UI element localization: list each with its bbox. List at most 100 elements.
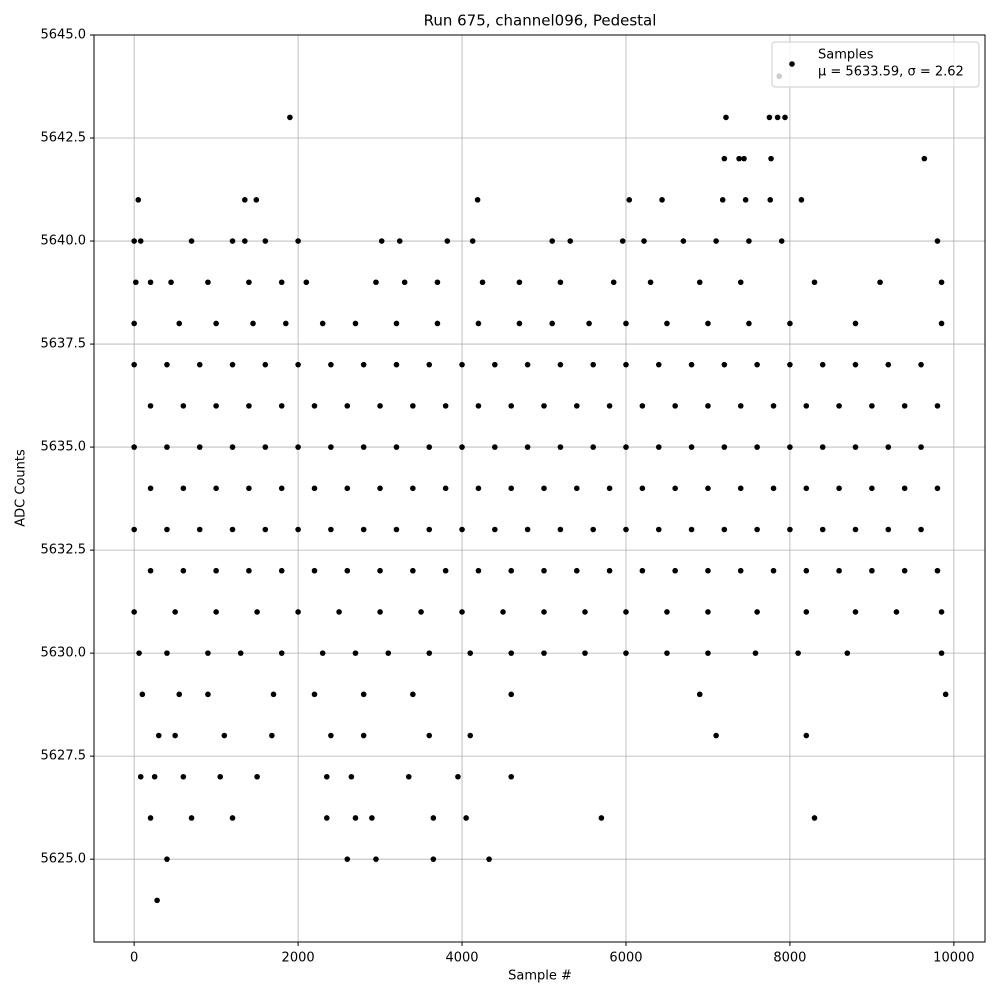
y-tick-label: 5627.5 bbox=[41, 749, 87, 764]
data-point bbox=[641, 238, 647, 244]
data-point bbox=[664, 609, 670, 615]
plot-area bbox=[94, 34, 985, 942]
data-point bbox=[405, 773, 412, 780]
data-point bbox=[287, 114, 293, 121]
data-point bbox=[492, 444, 498, 450]
data-point bbox=[606, 403, 613, 409]
data-point bbox=[393, 444, 400, 450]
data-point bbox=[328, 526, 334, 533]
data-point bbox=[486, 856, 492, 862]
data-point bbox=[434, 279, 441, 286]
data-point bbox=[508, 485, 515, 492]
data-point bbox=[705, 567, 711, 574]
data-point bbox=[278, 650, 285, 656]
data-point bbox=[541, 485, 547, 492]
data-point bbox=[852, 526, 859, 533]
data-point bbox=[295, 238, 301, 244]
data-point bbox=[798, 197, 805, 203]
data-point bbox=[360, 444, 367, 450]
data-point bbox=[426, 361, 433, 368]
legend-note: μ = 5633.59, σ = 2.62 bbox=[818, 65, 964, 80]
data-point bbox=[688, 361, 695, 368]
data-point bbox=[242, 238, 248, 244]
data-point bbox=[360, 361, 367, 368]
data-point bbox=[131, 320, 137, 327]
data-point bbox=[229, 815, 236, 821]
data-point bbox=[803, 732, 810, 739]
data-point bbox=[352, 815, 359, 821]
data-point bbox=[205, 279, 211, 286]
data-point bbox=[262, 361, 269, 368]
data-point bbox=[237, 650, 244, 656]
data-point bbox=[475, 320, 482, 327]
data-point bbox=[475, 403, 482, 409]
data-point bbox=[723, 114, 729, 121]
data-point bbox=[541, 609, 547, 615]
data-point bbox=[205, 650, 211, 656]
y-tick-label: 5625.0 bbox=[41, 852, 87, 867]
data-point bbox=[196, 526, 203, 533]
data-point bbox=[623, 609, 629, 615]
y-tick-label: 5640.0 bbox=[41, 234, 87, 249]
data-point bbox=[803, 485, 810, 492]
data-point bbox=[934, 238, 941, 244]
data-point bbox=[705, 320, 711, 327]
data-point bbox=[459, 609, 465, 615]
data-point bbox=[430, 815, 437, 821]
data-point bbox=[442, 567, 449, 574]
data-point bbox=[639, 567, 646, 574]
data-point bbox=[688, 526, 695, 533]
data-point bbox=[295, 526, 301, 533]
y-tick-label: 5630.0 bbox=[41, 646, 87, 661]
y-axis-label: ADC Counts bbox=[14, 449, 29, 527]
data-point bbox=[623, 650, 629, 656]
data-point bbox=[188, 815, 195, 821]
data-point bbox=[254, 773, 260, 780]
data-point bbox=[229, 361, 236, 368]
data-point bbox=[659, 197, 665, 203]
data-point bbox=[500, 609, 506, 615]
data-point bbox=[418, 609, 424, 615]
data-point bbox=[844, 650, 851, 656]
data-point bbox=[319, 650, 326, 656]
data-point bbox=[606, 485, 613, 492]
data-point bbox=[836, 485, 842, 492]
data-point bbox=[774, 114, 781, 121]
data-point bbox=[736, 155, 742, 162]
data-point bbox=[705, 609, 711, 615]
data-point bbox=[180, 773, 187, 780]
data-point bbox=[567, 238, 574, 244]
data-point bbox=[155, 732, 162, 739]
data-point bbox=[467, 732, 474, 739]
data-point bbox=[508, 403, 515, 409]
data-point bbox=[196, 361, 203, 368]
data-point bbox=[385, 650, 392, 656]
data-point bbox=[557, 526, 564, 533]
data-point bbox=[721, 526, 728, 533]
data-point bbox=[295, 609, 301, 615]
data-point bbox=[269, 732, 275, 739]
data-point bbox=[221, 732, 228, 739]
data-point bbox=[901, 485, 908, 492]
y-tick-label: 5642.5 bbox=[41, 131, 87, 146]
data-point bbox=[623, 526, 629, 533]
data-point bbox=[852, 361, 859, 368]
data-point bbox=[430, 856, 437, 862]
data-point bbox=[664, 320, 670, 327]
data-point bbox=[639, 403, 646, 409]
data-point bbox=[869, 567, 875, 574]
data-point bbox=[360, 526, 367, 533]
data-point bbox=[541, 403, 547, 409]
data-point bbox=[778, 238, 785, 244]
data-point bbox=[147, 567, 154, 574]
data-point bbox=[746, 320, 752, 327]
data-point bbox=[938, 279, 945, 286]
data-point bbox=[721, 155, 728, 162]
data-point bbox=[180, 403, 187, 409]
data-point bbox=[770, 567, 777, 574]
data-point bbox=[135, 197, 142, 203]
data-point bbox=[655, 444, 662, 450]
data-point bbox=[737, 279, 744, 286]
data-point bbox=[176, 320, 183, 327]
